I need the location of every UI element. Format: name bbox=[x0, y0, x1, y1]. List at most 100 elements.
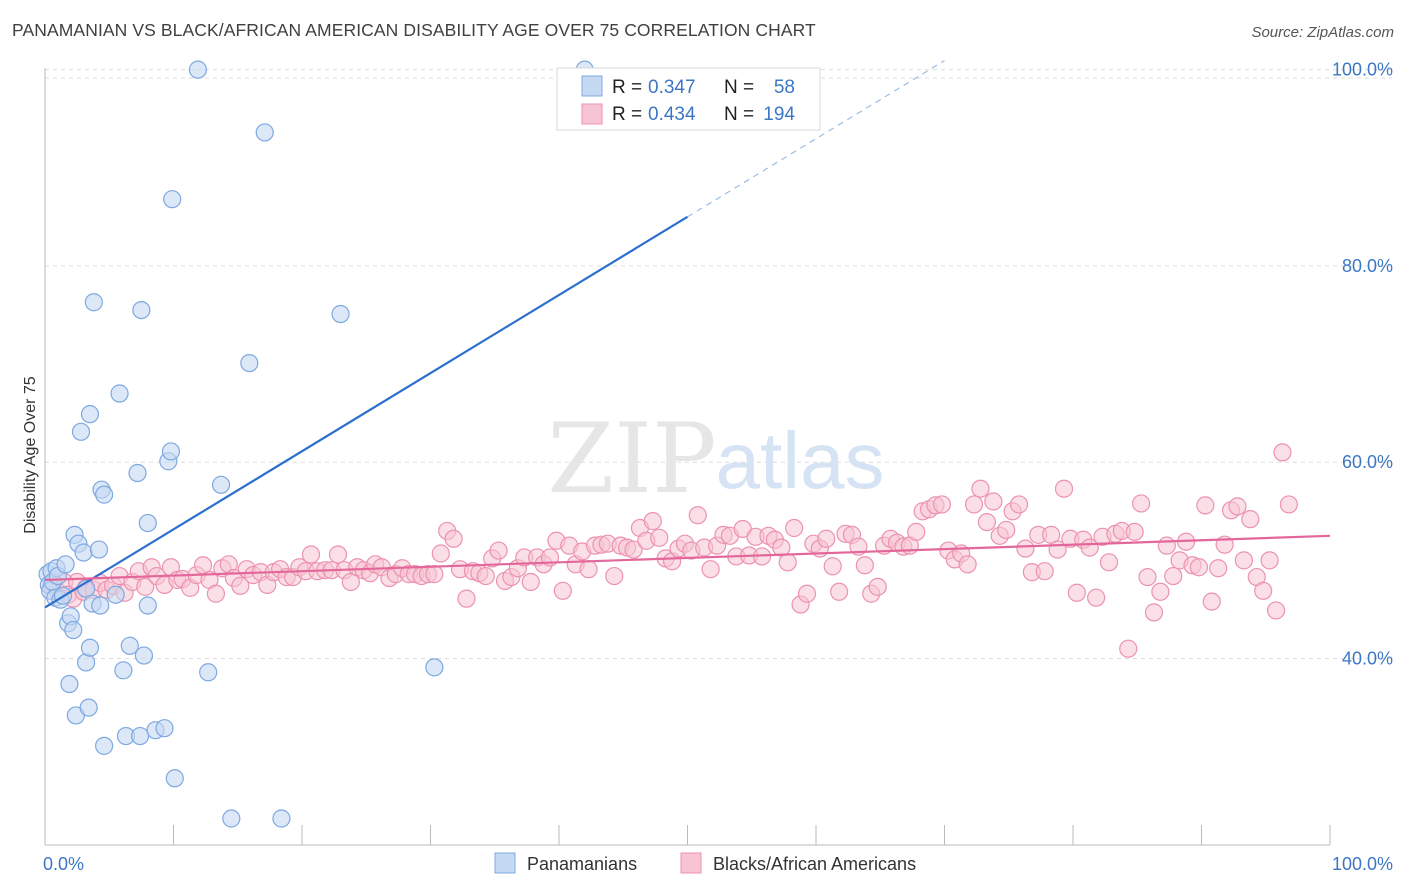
data-point bbox=[1196, 496, 1215, 515]
legend-r-label: R = bbox=[612, 77, 642, 98]
data-point bbox=[301, 545, 321, 564]
data-point bbox=[1266, 601, 1286, 620]
y-tick-label: 100.0% bbox=[1332, 60, 1393, 80]
axes bbox=[44, 68, 1331, 846]
data-point bbox=[425, 658, 444, 677]
data-point bbox=[206, 584, 226, 603]
data-point bbox=[1234, 551, 1254, 570]
data-point bbox=[331, 304, 350, 324]
data-point bbox=[1009, 495, 1029, 514]
data-point bbox=[1209, 559, 1228, 578]
legend-swatch-panamanians bbox=[494, 852, 516, 874]
data-point bbox=[120, 636, 139, 655]
data-point bbox=[1132, 494, 1151, 513]
data-point bbox=[778, 553, 797, 572]
x-tick-label: 0.0% bbox=[43, 854, 84, 874]
data-point bbox=[188, 60, 208, 79]
data-point bbox=[797, 584, 817, 603]
data-point bbox=[1151, 582, 1170, 601]
data-point bbox=[579, 560, 598, 579]
data-point bbox=[977, 512, 997, 532]
data-point bbox=[643, 512, 662, 531]
legend-n-value: 194 bbox=[763, 104, 795, 125]
data-point bbox=[211, 475, 231, 494]
data-point bbox=[91, 596, 110, 615]
data-point bbox=[457, 589, 476, 608]
data-point bbox=[1138, 567, 1157, 587]
data-point bbox=[95, 736, 114, 755]
data-point bbox=[155, 719, 174, 738]
data-point bbox=[240, 353, 259, 373]
data-point bbox=[958, 555, 977, 574]
legend-n-value: 58 bbox=[774, 77, 795, 98]
data-point bbox=[1119, 639, 1138, 658]
legend-label-panamanians: Panamanians bbox=[527, 854, 637, 874]
data-point bbox=[425, 565, 444, 584]
trend-line-blacks bbox=[44, 534, 1331, 582]
data-point bbox=[971, 479, 990, 498]
data-point bbox=[231, 576, 250, 595]
data-point bbox=[199, 663, 218, 682]
trend-line-panamanians bbox=[44, 215, 689, 609]
data-point bbox=[1164, 566, 1183, 586]
data-point bbox=[163, 190, 182, 209]
data-point bbox=[1099, 553, 1119, 572]
data-point bbox=[95, 485, 114, 504]
data-point bbox=[272, 809, 291, 828]
stats-legend: R = 0.347 N = 58 R = 0.434 N = 194 bbox=[556, 67, 821, 131]
series-panamanians bbox=[38, 60, 594, 828]
data-point bbox=[997, 520, 1016, 540]
legend-swatch-blacks bbox=[680, 852, 702, 874]
data-point bbox=[1260, 551, 1279, 570]
data-point bbox=[830, 582, 849, 601]
data-point bbox=[222, 809, 241, 828]
data-point bbox=[1035, 562, 1054, 581]
data-point bbox=[106, 585, 125, 604]
legend-swatch-blacks bbox=[581, 103, 603, 125]
data-point bbox=[688, 506, 707, 525]
data-point bbox=[1067, 583, 1086, 602]
data-point bbox=[80, 405, 100, 424]
data-point bbox=[64, 620, 83, 640]
tick-labels: 40.0% 60.0% 80.0% 100.0% 0.0% 100.0% bbox=[43, 60, 1393, 874]
data-point bbox=[110, 384, 129, 403]
data-point bbox=[80, 638, 100, 657]
data-point bbox=[134, 646, 154, 665]
y-axis-title: Disability Age Over 75 bbox=[22, 376, 39, 534]
data-point bbox=[650, 528, 669, 547]
data-point bbox=[328, 545, 348, 564]
data-point bbox=[1202, 592, 1221, 611]
data-point bbox=[785, 518, 804, 538]
data-point bbox=[701, 560, 720, 579]
data-point bbox=[605, 566, 624, 586]
data-point bbox=[444, 529, 463, 548]
data-point bbox=[1273, 443, 1292, 462]
data-point bbox=[553, 581, 572, 600]
source-label: Source: ZipAtlas.com bbox=[1251, 24, 1394, 41]
trend-lines bbox=[44, 60, 1331, 609]
data-point bbox=[823, 557, 842, 576]
data-point bbox=[136, 577, 155, 596]
data-point bbox=[1279, 495, 1298, 514]
data-point bbox=[255, 123, 274, 142]
data-point bbox=[138, 596, 157, 615]
data-point bbox=[907, 522, 926, 542]
data-point bbox=[56, 555, 75, 574]
data-point bbox=[521, 572, 540, 592]
data-point bbox=[1125, 522, 1144, 542]
legend-r-value: 0.347 bbox=[648, 77, 696, 98]
data-point bbox=[1144, 603, 1164, 622]
legend-r-value: 0.434 bbox=[648, 104, 696, 125]
data-point bbox=[489, 541, 508, 560]
y-tick-label: 60.0% bbox=[1342, 452, 1393, 472]
data-point bbox=[89, 540, 109, 559]
data-point bbox=[624, 540, 643, 559]
watermark-atlas: atlas bbox=[716, 416, 885, 505]
legend-swatch-panamanians bbox=[581, 75, 603, 97]
y-tick-label: 40.0% bbox=[1342, 649, 1393, 669]
y-tick-label: 80.0% bbox=[1342, 256, 1393, 276]
series-legend: Panamanians Blacks/African Americans bbox=[494, 852, 916, 874]
data-point bbox=[1189, 558, 1209, 577]
legend-n-label: N = bbox=[724, 104, 754, 125]
